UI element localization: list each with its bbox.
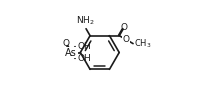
Text: O: O bbox=[123, 35, 130, 44]
Text: O: O bbox=[63, 39, 70, 48]
Text: As: As bbox=[65, 47, 77, 58]
Text: OH: OH bbox=[77, 42, 91, 51]
Text: OH: OH bbox=[77, 54, 91, 63]
Text: NH$_2$: NH$_2$ bbox=[76, 14, 95, 27]
Text: O: O bbox=[120, 23, 127, 32]
Text: CH$_3$: CH$_3$ bbox=[134, 38, 151, 50]
